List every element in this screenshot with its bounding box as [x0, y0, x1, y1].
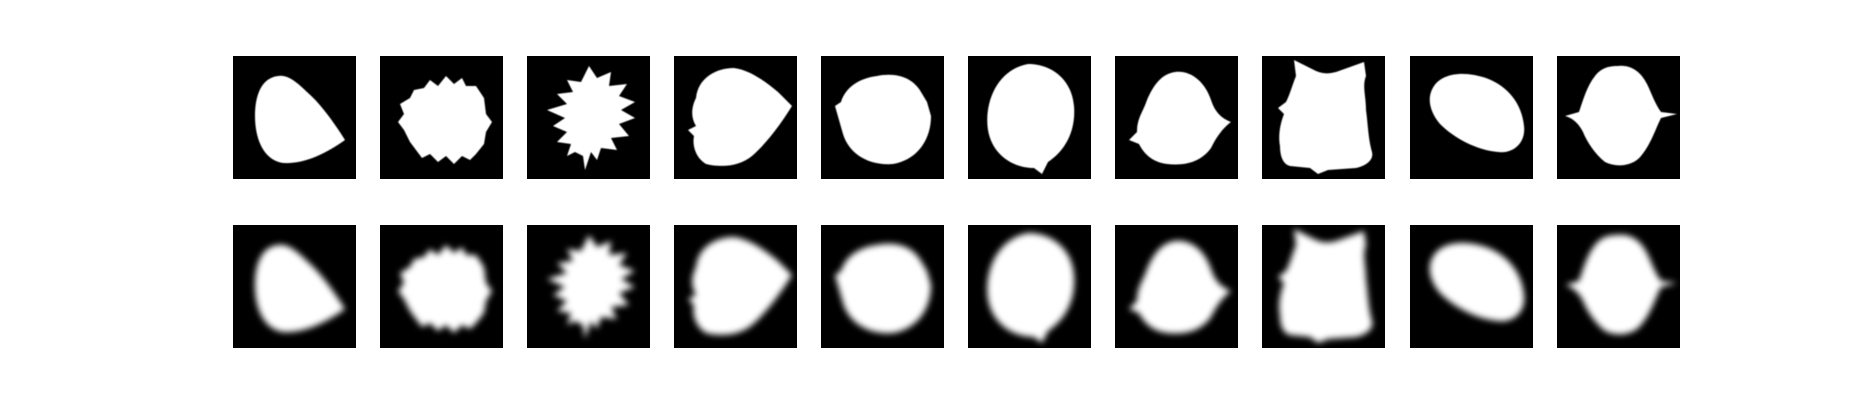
jagged-blob-silhouette [398, 76, 492, 164]
pointed-circle-silhouette [987, 64, 1074, 174]
leaf-shape [527, 225, 650, 348]
heart-silhouette [688, 68, 792, 166]
spade-shape [1115, 56, 1238, 179]
input-shape-tile-1 [233, 56, 356, 179]
input-shape-tile-5 [821, 56, 944, 179]
input-shape-tile-4 [674, 56, 797, 179]
pointed-circle-shape [968, 225, 1091, 348]
diamond-round-shape [1557, 56, 1680, 179]
pointed-circle-silhouette [987, 233, 1074, 343]
reconstruction-shape-tile-9 [1410, 225, 1533, 348]
input-shape-tile-8 [1262, 56, 1385, 179]
heart-silhouette [688, 237, 792, 335]
round-blob-shape [821, 56, 944, 179]
teardrop-shape [233, 225, 356, 348]
pointed-circle-shape [968, 56, 1091, 179]
spade-shape [1115, 225, 1238, 348]
reconstruction-shape-tile-10 [1557, 225, 1680, 348]
input-shape-tile-9 [1410, 56, 1533, 179]
diamond-round-silhouette [1565, 235, 1677, 335]
reconstruction-shape-tile-8 [1262, 225, 1385, 348]
tilted-ellipse-silhouette [1430, 74, 1524, 152]
teardrop-silhouette [255, 245, 345, 332]
lobed-square-shape [1262, 225, 1385, 348]
input-shape-tile-3 [527, 56, 650, 179]
input-shape-tile-10 [1557, 56, 1680, 179]
reconstruction-shape-tile-1 [233, 225, 356, 348]
input-shape-tile-6 [968, 56, 1091, 179]
jagged-blob-shape [380, 225, 503, 348]
jagged-blob-shape [380, 56, 503, 179]
round-blob-silhouette [835, 244, 931, 333]
reconstruction-shape-tile-5 [821, 225, 944, 348]
diamond-round-shape [1557, 225, 1680, 348]
heart-shape [674, 225, 797, 348]
jagged-blob-silhouette [398, 245, 492, 333]
teardrop-silhouette [255, 76, 345, 163]
round-blob-silhouette [835, 75, 931, 164]
reconstruction-shape-tile-6 [968, 225, 1091, 348]
heart-shape [674, 56, 797, 179]
tilted-ellipse-silhouette [1430, 243, 1524, 321]
leaf-silhouette [547, 235, 635, 339]
lobed-square-silhouette [1278, 60, 1372, 174]
tilted-ellipse-shape [1410, 56, 1533, 179]
input-shape-tile-7 [1115, 56, 1238, 179]
tilted-ellipse-shape [1410, 225, 1533, 348]
teardrop-shape [233, 56, 356, 179]
leaf-shape [527, 56, 650, 179]
reconstruction-shape-tile-3 [527, 225, 650, 348]
reconstruction-shape-tile-4 [674, 225, 797, 348]
lobed-square-shape [1262, 56, 1385, 179]
reconstruction-shape-tile-2 [380, 225, 503, 348]
input-shape-tile-2 [380, 56, 503, 179]
diamond-round-silhouette [1565, 66, 1677, 166]
round-blob-shape [821, 225, 944, 348]
spade-silhouette [1129, 72, 1231, 165]
lobed-square-silhouette [1278, 229, 1372, 343]
reconstruction-shape-tile-7 [1115, 225, 1238, 348]
spade-silhouette [1129, 241, 1231, 334]
leaf-silhouette [547, 66, 635, 170]
